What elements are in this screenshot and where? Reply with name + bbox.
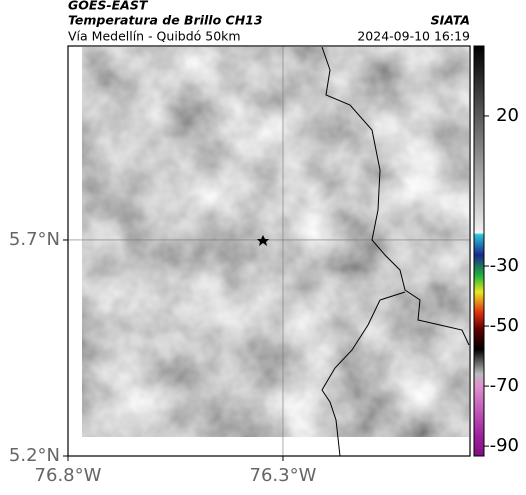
colorbar-tick-label: -30	[490, 255, 519, 276]
border-line	[321, 291, 406, 456]
colorbar-tick-label: -70	[490, 375, 519, 396]
satellite-image	[82, 47, 469, 437]
map-area	[68, 46, 470, 456]
source: GOES-EAST	[68, 0, 149, 13]
timestamp: 2024-09-10 16:19	[357, 29, 470, 44]
colorbar-tick-label: -50	[490, 315, 519, 336]
graticule	[68, 46, 470, 456]
x-tick-label: 76.3°W	[250, 465, 317, 486]
colorbar-tick-label: 20	[496, 105, 519, 126]
border-line	[321, 46, 470, 346]
route: Vía Medellín - Quibdó 50km	[68, 29, 241, 44]
colorbar-tick-label: -90	[490, 435, 519, 456]
product-title: Temperatura de Brillo CH13	[68, 13, 263, 28]
map-frame	[67, 45, 471, 457]
y-tick-label: 5.7°N	[9, 229, 60, 250]
y-tick-label: 5.2°N	[9, 445, 60, 466]
colorbar	[473, 45, 485, 457]
agency: SIATA	[431, 13, 470, 28]
location-marker	[257, 235, 269, 246]
x-tick-label: 76.8°W	[35, 465, 102, 486]
